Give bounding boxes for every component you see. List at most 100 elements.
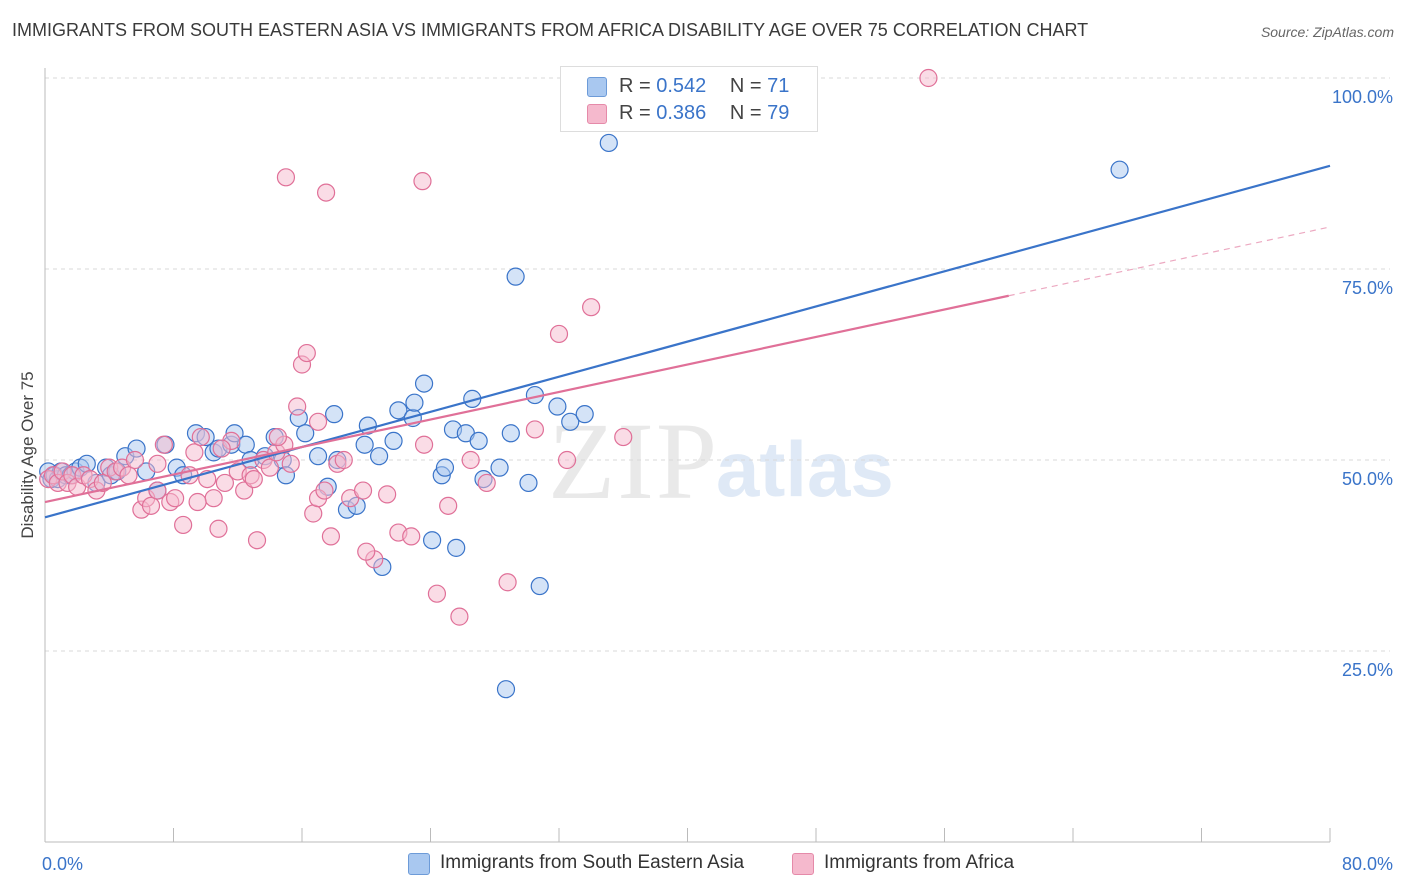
data-point: [304, 504, 323, 523]
legend-swatch-blue: [587, 77, 607, 97]
data-point: [148, 454, 167, 473]
data-point: [447, 538, 466, 557]
data-point: [614, 427, 633, 447]
data-point: [321, 527, 341, 546]
legend-r-label: R =: [619, 102, 651, 124]
correlation-legend: R = 0.542 N = 71 R = 0.386 N = 79: [560, 66, 818, 132]
data-point: [582, 298, 601, 317]
legend-r-value-2: 0.386: [656, 102, 707, 124]
y-tick-labels: 25.0% 50.0% 75.0% 100.0%: [1332, 87, 1393, 680]
data-point: [353, 481, 373, 500]
data-point: [414, 435, 434, 454]
data-point: [549, 324, 569, 344]
data-point: [530, 576, 549, 596]
y-axis-title: Disability Age Over 75: [18, 371, 37, 539]
data-point: [93, 473, 112, 493]
data-point: [125, 450, 145, 470]
x-tick-label: 80.0%: [1342, 854, 1393, 874]
data-point: [919, 68, 938, 88]
bottom-legend-swatch-blue: [408, 853, 430, 875]
grid-lines: [45, 77, 1390, 652]
data-point: [557, 450, 577, 470]
series-africa-points: [39, 68, 938, 626]
data-point: [435, 458, 455, 477]
x-tick-label: 0.0%: [42, 854, 83, 874]
bottom-legend-swatch-pink: [792, 853, 814, 875]
data-point: [260, 458, 279, 477]
bottom-legend-label-2: Immigrants from Africa: [824, 852, 1015, 873]
data-point: [490, 458, 509, 477]
legend-swatch-pink: [587, 104, 607, 124]
data-point: [119, 466, 138, 485]
data-point: [469, 431, 488, 450]
data-point: [427, 584, 447, 603]
data-point: [575, 405, 594, 424]
data-point: [316, 183, 336, 202]
data-point: [450, 607, 469, 626]
data-point: [1110, 160, 1129, 179]
legend-n-label: N =: [729, 102, 762, 124]
data-point: [378, 485, 397, 504]
data-point: [212, 439, 231, 458]
legend-n-value-1: 71: [767, 75, 790, 97]
data-point: [281, 454, 300, 473]
data-point: [461, 450, 480, 470]
data-point: [276, 168, 296, 187]
y-tick-label: 25.0%: [1342, 660, 1393, 680]
data-point: [296, 424, 315, 443]
data-point: [519, 473, 538, 493]
data-point: [191, 427, 210, 447]
data-point: [496, 680, 516, 699]
y-tick-label: 100.0%: [1332, 87, 1393, 107]
data-point: [525, 420, 545, 439]
data-point: [501, 424, 520, 443]
data-point: [370, 447, 389, 466]
legend-n-value-2: 79: [767, 102, 790, 124]
data-point: [325, 405, 344, 424]
data-point: [506, 267, 525, 286]
x-tick-labels: 0.0% 80.0%: [42, 854, 1393, 874]
data-point: [548, 397, 567, 416]
data-point: [174, 515, 193, 535]
data-point: [154, 435, 173, 454]
bottom-legend-label-1: Immigrants from South Eastern Asia: [440, 852, 745, 873]
data-point: [413, 172, 432, 191]
data-point: [141, 496, 161, 515]
data-point: [477, 473, 496, 493]
data-point: [244, 470, 263, 489]
data-point: [308, 447, 328, 466]
data-point: [308, 412, 328, 431]
data-point: [268, 427, 288, 447]
trend-line-africa: [44, 294, 1009, 504]
data-point: [402, 527, 421, 546]
data-point: [334, 450, 353, 470]
data-point: [288, 397, 307, 416]
data-point: [247, 531, 267, 550]
data-point: [166, 489, 185, 508]
data-point: [188, 492, 207, 512]
data-point: [561, 412, 580, 431]
y-tick-label: 75.0%: [1342, 278, 1393, 298]
data-point: [355, 435, 374, 454]
watermark-atlas: atlas: [716, 425, 894, 513]
data-point: [439, 496, 458, 515]
data-point: [389, 401, 408, 420]
data-point: [297, 343, 316, 363]
data-point: [405, 393, 424, 412]
trend-lines: [44, 164, 1331, 519]
trend-line-africa-extension: [1008, 226, 1331, 297]
series-south-eastern-asia-points: [39, 68, 1129, 699]
data-point: [215, 473, 234, 493]
data-point: [315, 481, 334, 500]
data-point: [423, 531, 442, 550]
chart-title: IMMIGRANTS FROM SOUTH EASTERN ASIA VS IM…: [12, 20, 1089, 40]
data-point: [185, 443, 204, 462]
legend-n-label: N =: [729, 75, 762, 97]
data-point: [599, 133, 618, 153]
legend-r-value-1: 0.542: [656, 75, 707, 97]
data-point: [384, 431, 403, 450]
source-label: Source: ZipAtlas.com: [1260, 24, 1394, 40]
trend-line-south-eastern-asia: [44, 164, 1331, 519]
data-point: [414, 374, 434, 393]
